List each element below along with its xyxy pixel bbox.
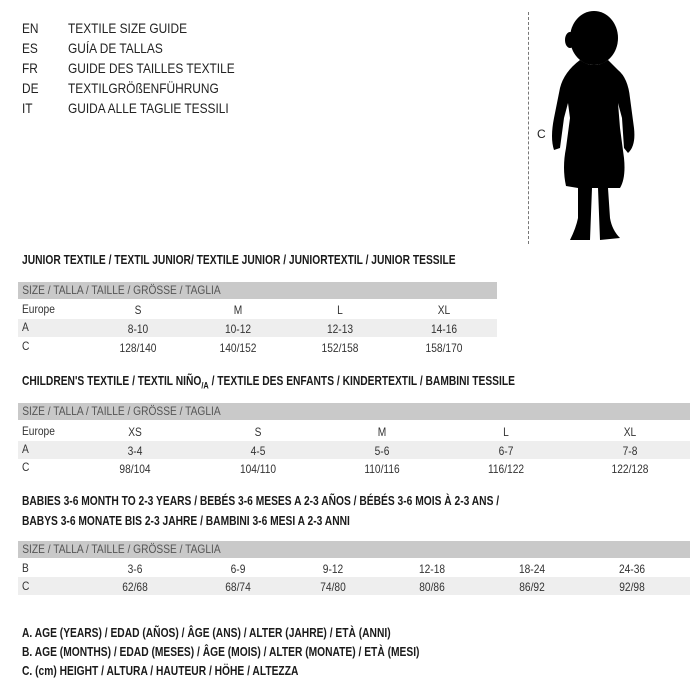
junior-section-title: JUNIOR TEXTILE / TEXTIL JUNIOR/ TEXTILE …	[22, 253, 456, 267]
title-part: CHILDREN'S TEXTILE / TEXTIL NIÑO	[22, 374, 202, 388]
legend-b: B. AGE (MONTHS) / EDAD (MESES) / ÂGE (MO…	[22, 645, 420, 659]
table-header-label: SIZE / TALLA / TAILLE / GRÖSSE / TAGLIA	[22, 283, 221, 297]
row-label: Europe	[22, 302, 55, 316]
row-band	[18, 441, 690, 459]
cell: 128/140	[119, 341, 157, 355]
title-part: / TEXTILE DES ENFANTS / KINDERTEXTIL / B…	[208, 374, 515, 388]
cell: 6-7	[498, 444, 514, 458]
cell: XL	[623, 425, 637, 439]
cell: 10-12	[224, 322, 252, 336]
cell: 140/152	[219, 341, 257, 355]
cell: L	[337, 303, 343, 317]
cell: 3-4	[127, 444, 143, 458]
babies-section-title-line1: BABIES 3-6 MONTH TO 2-3 YEARS / BEBÉS 3-…	[22, 494, 500, 508]
cell: 62/68	[122, 580, 148, 594]
cell: 104/110	[239, 462, 277, 476]
lang-code: EN	[22, 20, 39, 36]
cell: 92/98	[619, 580, 645, 594]
cell: 6-9	[230, 562, 246, 576]
row-label: Europe	[22, 424, 55, 438]
table-header: SIZE / TALLA / TAILLE / GRÖSSE / TAGLIA	[18, 403, 690, 420]
row-label: C	[22, 339, 30, 353]
lang-code: ES	[22, 40, 38, 56]
cell: 3-6	[127, 562, 143, 576]
cell: M	[377, 425, 387, 439]
cell: XL	[437, 303, 451, 317]
lang-title: GUIDA ALLE TAGLIE TESSILI	[68, 100, 229, 116]
title-subscript: /A	[201, 380, 209, 391]
cell: 158/170	[425, 341, 463, 355]
cell: S	[254, 425, 262, 439]
cell: 24-36	[618, 562, 646, 576]
cell: XS	[128, 425, 142, 439]
children-section-title: CHILDREN'S TEXTILE / TEXTIL NIÑO/A / TEX…	[22, 374, 515, 391]
row-band	[18, 319, 497, 337]
cell: 74/80	[320, 580, 346, 594]
cell: M	[233, 303, 243, 317]
cell: 86/92	[519, 580, 545, 594]
lang-code: FR	[22, 60, 38, 76]
cell: 68/74	[225, 580, 251, 594]
legend-c: C. (cm) HEIGHT / ALTURA / HAUTEUR / HÖHE…	[22, 664, 299, 678]
cell: 9-12	[322, 562, 344, 576]
height-measure-line	[528, 12, 529, 244]
lang-title: GUÍA DE TALLAS	[68, 40, 163, 56]
babies-section-title-line2: BABYS 3-6 MONATE BIS 2-3 JAHRE / BAMBINI…	[22, 514, 350, 528]
lang-title: GUIDE DES TAILLES TEXTILE	[68, 60, 235, 76]
row-label: C	[22, 579, 30, 593]
cell: 80/86	[419, 580, 445, 594]
child-silhouette-icon	[552, 11, 635, 240]
cell: S	[134, 303, 142, 317]
cell: 110/116	[364, 462, 400, 476]
table-header: SIZE / TALLA / TAILLE / GRÖSSE / TAGLIA	[18, 282, 497, 299]
table-header-label: SIZE / TALLA / TAILLE / GRÖSSE / TAGLIA	[22, 542, 221, 556]
lang-code: DE	[22, 80, 39, 96]
cell: 98/104	[119, 462, 151, 476]
row-label: A	[22, 442, 29, 456]
row-band	[18, 577, 690, 595]
height-label: C	[537, 127, 546, 141]
cell: 4-5	[250, 444, 266, 458]
cell: 7-8	[622, 444, 638, 458]
legend-a: A. AGE (YEARS) / EDAD (AÑOS) / ÂGE (ANS)…	[22, 626, 391, 640]
row-label: B	[22, 561, 29, 575]
row-label: C	[22, 460, 30, 474]
lang-code: IT	[22, 100, 33, 116]
table-header-label: SIZE / TALLA / TAILLE / GRÖSSE / TAGLIA	[22, 404, 221, 418]
cell: 12-18	[418, 562, 446, 576]
cell: 122/128	[611, 462, 649, 476]
cell: 8-10	[127, 322, 149, 336]
cell: 12-13	[326, 322, 354, 336]
cell: 152/158	[321, 341, 359, 355]
lang-title: TEXTILE SIZE GUIDE	[68, 20, 188, 36]
cell: L	[503, 425, 509, 439]
cell: 14-16	[430, 322, 458, 336]
lang-title: TEXTILGRÖßENFÜHRUNG	[68, 80, 219, 96]
cell: 5-6	[374, 444, 390, 458]
cell: 116/122	[487, 462, 525, 476]
cell: 18-24	[518, 562, 546, 576]
table-header: SIZE / TALLA / TAILLE / GRÖSSE / TAGLIA	[18, 541, 690, 558]
row-label: A	[22, 320, 29, 334]
